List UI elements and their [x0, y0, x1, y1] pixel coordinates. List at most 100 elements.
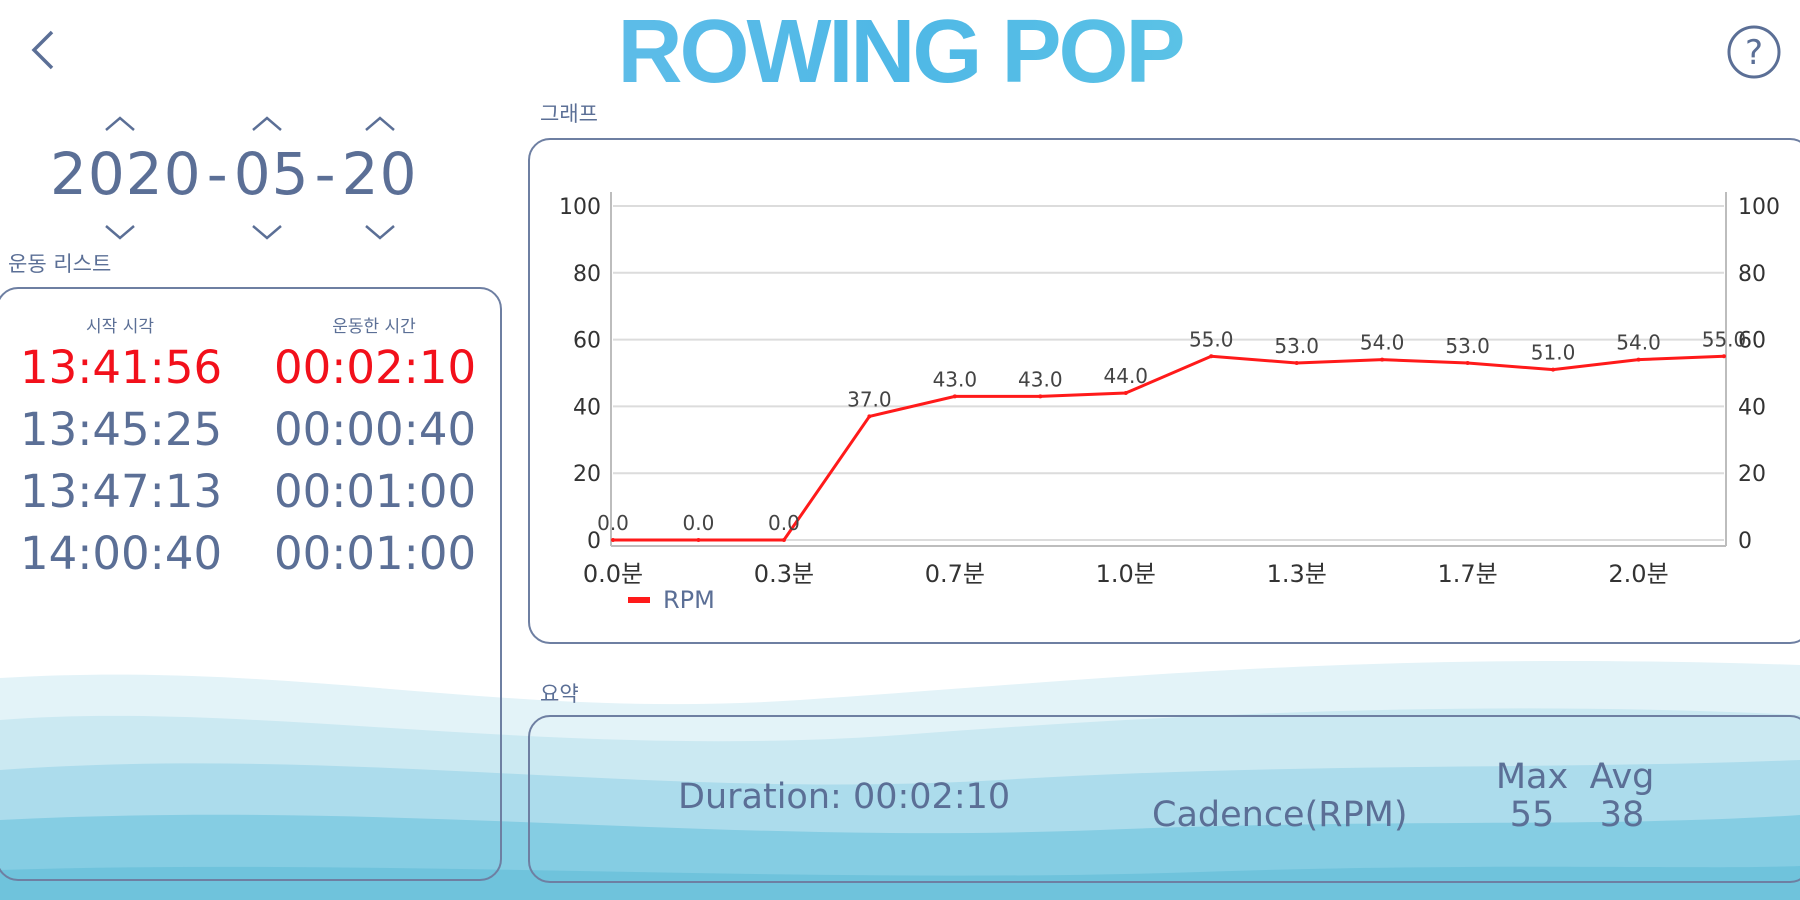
graph-label: 그래프	[540, 102, 598, 126]
duration-value: 00:02:10	[852, 777, 1011, 817]
chart-data-labels: 0.0 0.0 0.0 37.0 43.0 43.0 44.0 55.0 53.0 54.0 53.…	[597, 327, 1746, 535]
y-tick-label-right: 40	[1738, 395, 1766, 420]
x-tick-label: 1.3분	[1267, 560, 1327, 588]
data-label: 43.0	[933, 367, 978, 391]
data-label: 54.0	[1360, 331, 1405, 355]
data-label: 51.0	[1531, 341, 1576, 365]
month-down-button[interactable]	[245, 220, 289, 246]
day-up-button[interactable]	[358, 110, 402, 136]
data-point	[696, 538, 701, 542]
y-tick-label-right: 0	[1738, 529, 1752, 554]
data-label: 44.0	[1104, 364, 1149, 388]
y-tick-label-right: 80	[1738, 262, 1766, 287]
workout-list-label: 운동 리스트	[8, 252, 112, 276]
year-up-button[interactable]	[98, 110, 142, 136]
data-label: 0.0	[597, 511, 629, 535]
month-value[interactable]: 05	[233, 140, 310, 208]
data-point	[1038, 394, 1043, 399]
avg-label: Avg	[1589, 757, 1655, 797]
chart-series-layer	[611, 354, 1726, 542]
chevron-up-icon	[365, 116, 395, 131]
summary-label: 요약	[540, 682, 579, 706]
workout-row[interactable]: 13:41:56 00:02:10	[20, 338, 480, 398]
chart-grid	[613, 205, 1724, 541]
data-point	[867, 414, 872, 419]
data-point	[1123, 391, 1128, 396]
data-label: 54.0	[1616, 331, 1661, 355]
day-value[interactable]: 20	[341, 140, 418, 208]
date-display: 2020 - 05 - 20	[50, 139, 417, 209]
start-time: 14:00:40	[20, 527, 223, 580]
data-label: 55.0	[1702, 327, 1747, 351]
data-label: 53.0	[1445, 334, 1490, 358]
start-time: 13:47:13	[20, 465, 223, 518]
data-label: 55.0	[1189, 327, 1234, 351]
max-label: Max	[1495, 757, 1569, 797]
y-tick-label-right: 100	[1738, 195, 1780, 220]
column-header-start-time: 시작 시각	[86, 317, 154, 337]
chart-legend: RPM	[628, 586, 715, 614]
legend-label: RPM	[663, 586, 715, 614]
data-point	[1380, 357, 1385, 362]
data-label: 43.0	[1018, 367, 1063, 391]
workout-row[interactable]: 13:47:13 00:01:00	[20, 462, 480, 522]
month-up-button[interactable]	[245, 110, 289, 136]
max-value: 55	[1509, 795, 1555, 835]
help-button[interactable]: ?	[1726, 24, 1782, 80]
y-tick-label-right: 20	[1738, 462, 1766, 487]
start-time: 13:45:25	[20, 403, 223, 456]
workout-row[interactable]: 13:45:25 00:00:40	[20, 400, 480, 460]
data-point	[1722, 354, 1726, 359]
rpm-line-chart: 100 80 60 40 20 0 100 80 60 40 20 0 0.0분 0.3분 0.7분 1.0분…	[559, 192, 1780, 614]
data-point	[1551, 367, 1556, 372]
graph-panel	[528, 138, 1800, 644]
date-separator: -	[206, 140, 229, 208]
workout-list-panel: 시작 시각 운동한 시간 13:41:56 00:02:10 13:45:25 …	[0, 287, 502, 881]
chevron-down-icon	[252, 225, 282, 240]
start-time: 13:41:56	[20, 341, 223, 394]
data-point	[952, 394, 957, 399]
duration-label: Duration:	[678, 777, 842, 817]
question-circle-icon: ?	[1727, 25, 1781, 79]
y-tick-label-left: 20	[573, 462, 601, 487]
svg-text:?: ?	[1745, 33, 1763, 73]
chart-axes	[610, 192, 1727, 547]
rpm-series-line	[613, 354, 1725, 542]
y-tick-label-left: 0	[587, 529, 601, 554]
data-point	[1465, 360, 1470, 365]
app-title: ROWING POP	[0, 2, 1800, 102]
chevron-up-icon	[252, 116, 282, 131]
back-button[interactable]	[22, 22, 72, 78]
year-down-button[interactable]	[98, 220, 142, 246]
avg-value: 38	[1599, 795, 1645, 835]
x-tick-label: 0.3분	[754, 560, 814, 588]
data-point	[1209, 354, 1214, 359]
summary-panel: Duration: 00:02:10 Cadence(RPM) Max Avg …	[528, 715, 1800, 883]
x-tick-label: 0.7분	[925, 560, 985, 588]
x-tick-label: 2.0분	[1608, 560, 1668, 588]
y-tick-label-left: 40	[573, 395, 601, 420]
column-header-duration: 운동한 시간	[332, 317, 416, 337]
data-point	[781, 538, 786, 542]
chevron-down-icon	[105, 225, 135, 240]
workout-row[interactable]: 14:00:40 00:01:00	[20, 524, 480, 584]
data-point	[1294, 360, 1299, 365]
y-tick-label-right: 60	[1738, 329, 1766, 354]
x-tick-label: 1.0분	[1096, 560, 1156, 588]
duration-time: 00:01:00	[274, 527, 477, 580]
x-tick-label: 1.7분	[1437, 560, 1497, 588]
year-value[interactable]: 2020	[50, 140, 202, 208]
day-down-button[interactable]	[358, 220, 402, 246]
chart-tick-labels: 100 80 60 40 20 0 100 80 60 40 20 0 0.0분 0.3분 0.7분 1.0분…	[559, 195, 1780, 588]
duration-time: 00:02:10	[274, 341, 477, 394]
x-tick-label: 0.0분	[583, 560, 643, 588]
data-label: 37.0	[847, 387, 892, 411]
date-separator: -	[314, 140, 337, 208]
y-tick-label-left: 60	[573, 329, 601, 354]
chevron-down-icon	[365, 225, 395, 240]
data-label: 0.0	[768, 511, 800, 535]
duration-summary: Duration: 00:02:10	[678, 777, 1010, 817]
chevron-up-icon	[105, 116, 135, 131]
duration-time: 00:01:00	[274, 465, 477, 518]
